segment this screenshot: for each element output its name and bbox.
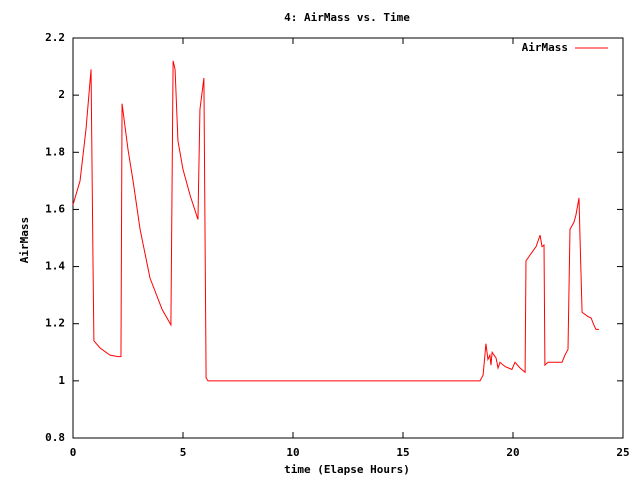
x-tick-label: 5: [180, 446, 187, 459]
y-tick-label: 1.4: [45, 260, 65, 273]
x-tick-label: 20: [506, 446, 519, 459]
x-tick-label: 15: [396, 446, 409, 459]
x-tick-label: 0: [70, 446, 77, 459]
y-tick-label: 2: [58, 88, 65, 101]
y-tick-label: 0.8: [45, 431, 65, 444]
y-tick-label: 1.6: [45, 202, 65, 215]
x-axis-label: time (Elapse Hours): [284, 463, 410, 476]
y-tick-label: 1: [58, 374, 65, 387]
legend-label: AirMass: [522, 41, 568, 54]
y-tick-label: 2.2: [45, 31, 65, 44]
x-tick-label: 25: [616, 446, 629, 459]
y-tick-label: 1.2: [45, 317, 65, 330]
plot-border: [72, 37, 624, 439]
x-tick-label: 10: [286, 446, 299, 459]
y-tick-label: 1.8: [45, 145, 65, 158]
data-line: [72, 60, 600, 382]
y-axis-label: AirMass: [18, 217, 31, 263]
chart-title: 4: AirMass vs. Time: [284, 11, 410, 24]
